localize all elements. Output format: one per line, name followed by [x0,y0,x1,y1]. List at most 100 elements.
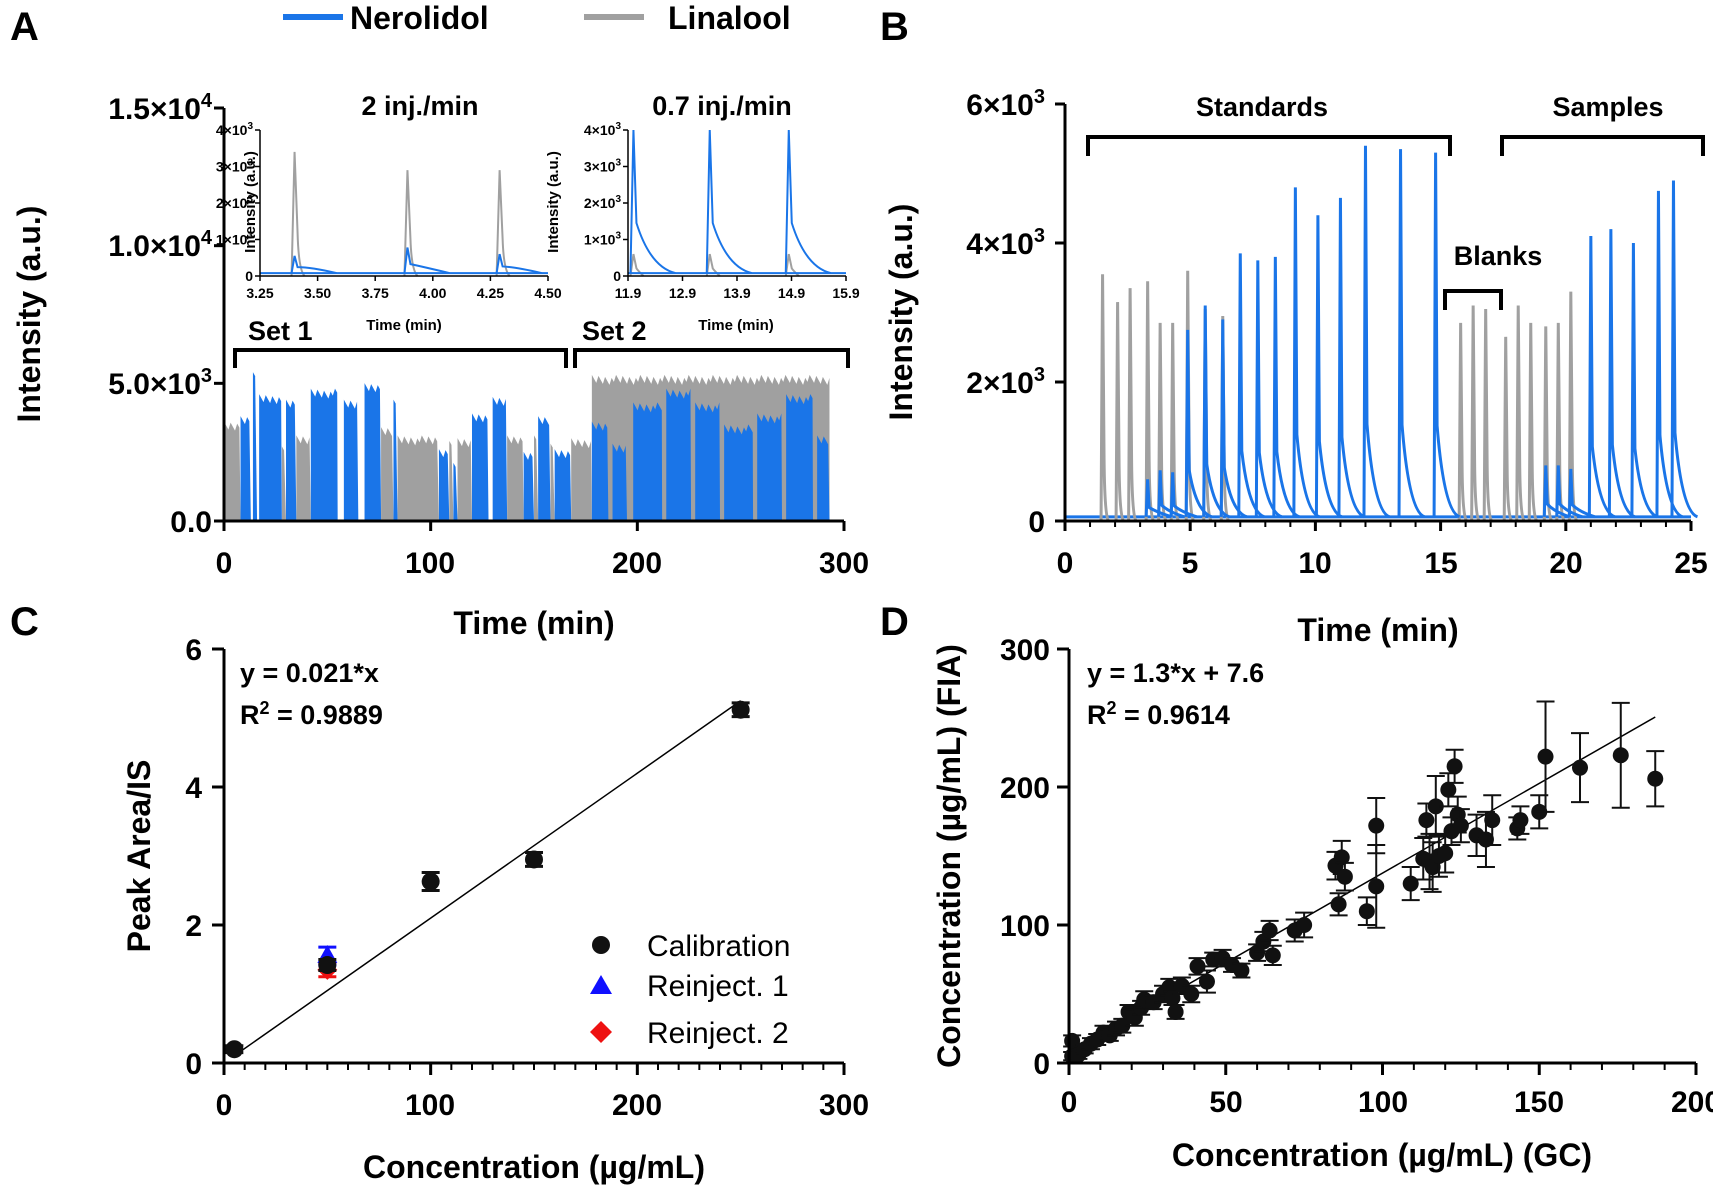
standards-label: Standards [1196,92,1328,122]
blanks-label: Blanks [1454,241,1543,271]
panel-c-marks [225,700,750,1059]
nerolidol-trace-segment-2 [259,394,282,521]
inset-1-ytick-3: 3×103 [216,158,254,175]
sample-point-34 [1330,896,1347,913]
panel-b-xtick-0: 0 [1057,547,1074,580]
sample-point-59 [1537,748,1554,765]
standards-bracket [1086,135,1452,156]
nerolidol-trace-segment-15 [591,421,609,521]
panel-b-ytick-3-exp: 3 [1034,86,1045,108]
panel-label-c: C [10,600,39,644]
nerolidol-trace-segment-1 [252,372,258,521]
inset-1-ytick-0: 0 [245,268,253,284]
samples-bracket [1500,135,1705,156]
sample-point-38 [1368,817,1385,834]
inset-1-xtick-1: 3.50 [304,285,331,301]
panel-b-linalool-peak-3 [1144,281,1155,522]
top-legend: Nerolidol Linalool [283,0,791,36]
nerolidol-trace-segment-13 [538,416,551,521]
panel-b-ytick-1-base: 2×10 [966,367,1034,400]
panel-b-xtick-4: 20 [1549,547,1582,580]
panel-a-ticks [214,106,846,531]
sample-point-37 [1358,903,1375,920]
panel-a-ytick-2: 1.0×104 [108,227,213,263]
inset-2-linalool-peak-0 [629,253,645,277]
nerolidol-trace-segment-10 [472,413,489,521]
sample-point-61 [1612,747,1629,764]
sample-point-29 [1261,922,1278,939]
panel-b-linalool-peak-14 [1527,322,1539,522]
nerolidol-trace-segment-4 [310,388,338,521]
panel-a-xtick-0: 0 [216,547,233,580]
panel-b-xtick-2: 10 [1298,547,1331,580]
linalool-trace-segment-8 [534,435,539,521]
panel-a-ylabel: Intensity (a.u.) [11,206,47,423]
legend-label-calibration: Calibration [647,930,790,963]
panel-b-ytick-1-exp: 3 [1034,364,1045,386]
panel-b-nerolidol-peak-12 [1362,145,1391,519]
inset-1-title: 2 inj./min [361,91,478,121]
sample-point-42 [1418,812,1435,829]
panel-b-ylabel: Intensity (a.u.) [883,204,919,421]
legend-label-reinject-2: Reinject. 2 [647,1017,789,1050]
panel-b-linalool-peak-10 [1470,305,1481,522]
panel-a-xlabel: Time (min) [453,605,614,641]
nerolidol-trace-segment-5 [343,399,359,521]
panel-d-r2-sup: 2 [1107,698,1117,718]
nerolidol-trace-segment-14 [554,449,572,521]
inset-2-xtick-1: 12.9 [669,285,696,301]
panel-c-ylabel: Peak Area/IS [121,760,157,953]
panel-a-ytick-2-base: 1.0×10 [108,230,201,263]
calibration-point-1 [318,956,337,975]
nerolidol-trace-segment-16 [612,443,627,521]
sample-point-55 [1484,812,1501,829]
inset-1-xtick-0: 3.25 [246,285,273,301]
panel-c-r2-label: R [240,700,260,730]
panel-c-ytick-1: 2 [185,910,202,943]
nerolidol-trace-segment-18 [666,388,692,521]
panel-a-ytick-1-exp: 3 [201,365,212,387]
panel-b-ytick-2: 4×103 [966,225,1045,261]
panel-b-nerolidol-peak-22 [1670,180,1699,519]
linalool-trace-segment-6 [457,438,472,521]
panel-b-nerolidol-peak-0 [1144,479,1173,519]
panel-b-linalool-peak-2 [1127,288,1138,522]
sample-point-60 [1572,759,1589,776]
panel-d-xtick-3: 150 [1514,1086,1564,1119]
panel-b-nerolidol-peak-15 [1542,465,1571,519]
panel-d-xtick-4: 200 [1671,1086,1713,1119]
inset-2: 0.7 inj./min 11.9 12.9 13.9 14.9 15.9 0 1×103 2… [545,91,860,334]
nerolidol-trace-segment-22 [786,394,813,521]
inset-1-ytick-4: 4×103 [216,121,254,138]
panel-c-ytick-0: 0 [185,1048,202,1081]
legend-marker-calibration [592,936,610,954]
inset-2-xtick-3: 14.9 [778,285,805,301]
inset-2-nerolidol-peak-0 [629,129,676,275]
sample-point-30 [1264,947,1281,964]
inset-1-nerolidol-peak-1 [403,247,450,275]
panel-b-linalool-peak-11 [1482,309,1494,522]
panel-a-ytick-3: 1.5×104 [108,90,213,126]
panel-b-linalool-peak-13 [1515,305,1526,522]
panel-a-ytick-0: 0.0 [170,506,212,539]
panel-d-equation: y = 1.3*x + 7.6 [1087,658,1264,688]
panel-b-xtick-3: 15 [1424,547,1457,580]
panel-c: 0 2 4 6 0 100 200 300 Concentration (µg/… [121,634,869,1185]
legend-label-reinject-1: Reinject. 1 [647,970,789,1003]
sample-point-21 [1189,958,1206,975]
legend-label-nerolidol: Nerolidol [350,0,489,36]
panel-c-ytick-2: 4 [185,772,202,805]
panel-d-ytick-3: 300 [1000,634,1050,667]
inset-1-ytick-1: 1×103 [216,231,254,248]
nerolidol-trace-segment-20 [724,424,754,521]
set-1-bracket [233,348,568,368]
panel-b-ytick-3-base: 6×10 [966,89,1034,122]
panel-d-xtick-1: 50 [1209,1086,1242,1119]
panel-c-xtick-0: 0 [216,1089,233,1122]
inset-1-ticks: 3.25 3.50 3.75 4.00 4.25 4.50 0 1×103 2×103 3×103… [216,121,562,301]
samples-label: Samples [1552,92,1663,122]
panel-a-ytick-3-base: 1.5×10 [108,93,201,126]
inset-1-xtick-2: 3.75 [362,285,389,301]
sample-point-9 [1114,1017,1131,1034]
panel-c-xtick-3: 300 [819,1089,869,1122]
